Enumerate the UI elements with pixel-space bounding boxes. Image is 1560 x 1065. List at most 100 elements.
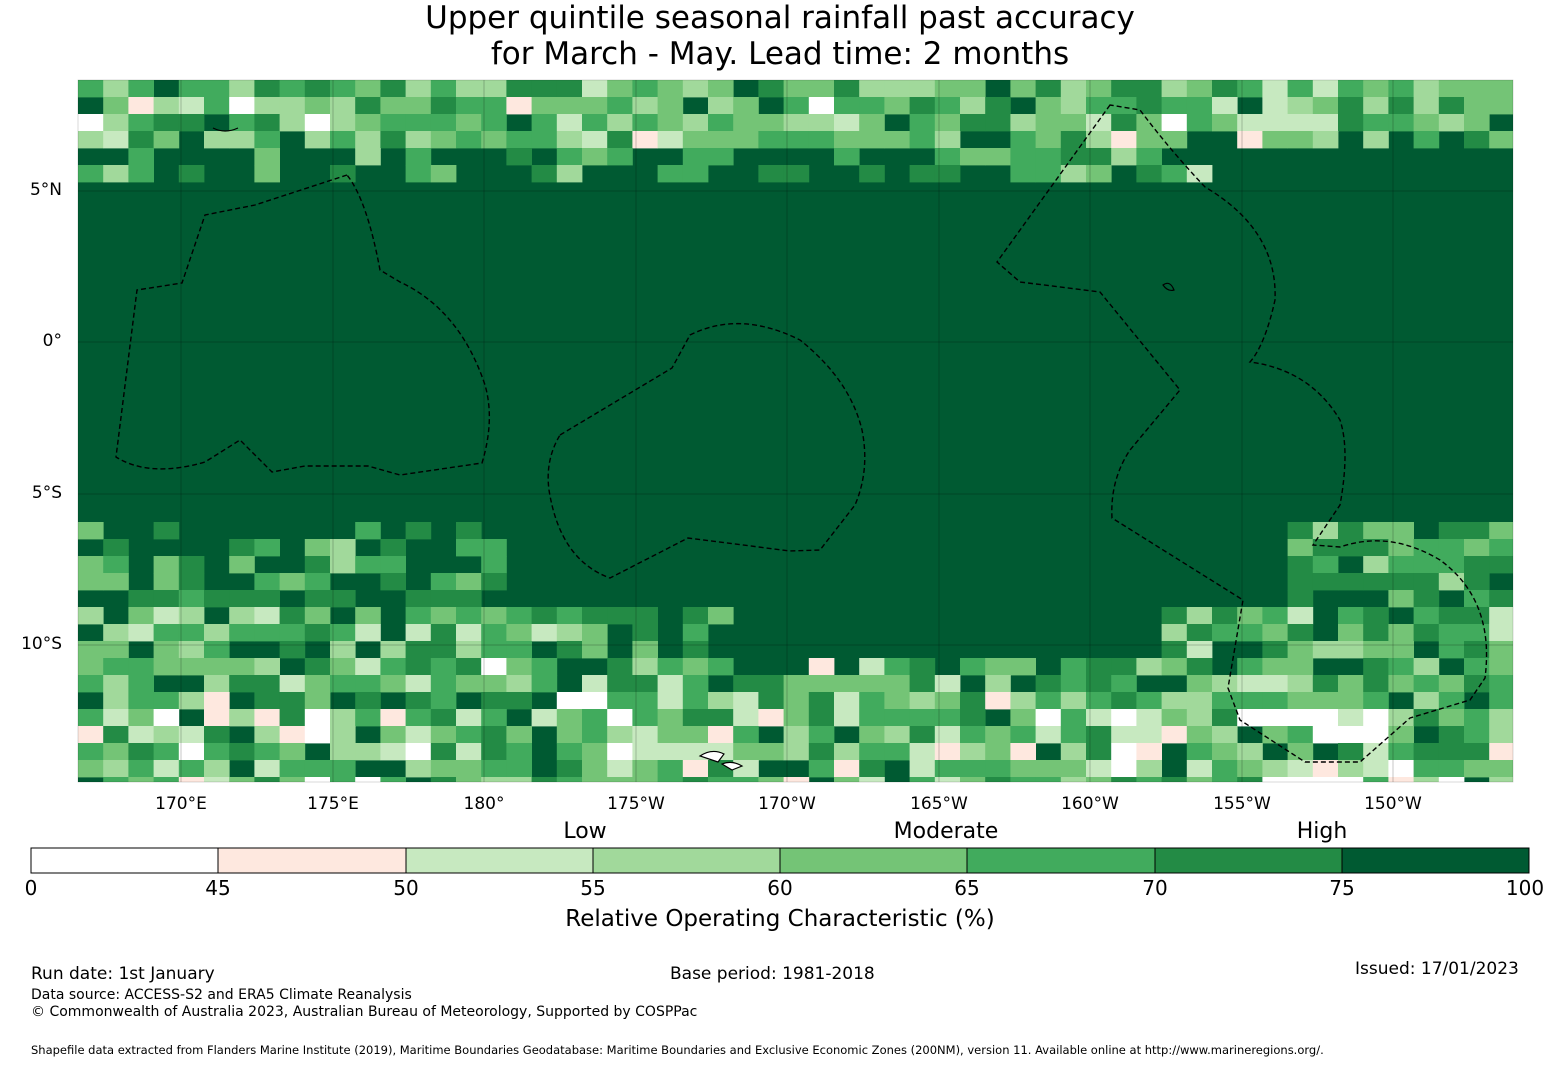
grid-cell	[204, 760, 230, 778]
grid-cell	[78, 743, 104, 761]
grid-cell	[758, 114, 784, 132]
grid-cell	[1237, 675, 1263, 693]
grid-cell	[632, 114, 658, 132]
grid-cell	[934, 114, 961, 132]
grid-cell	[103, 165, 129, 183]
grid-cell	[456, 726, 482, 744]
grid-cell	[355, 658, 381, 676]
grid-cell	[204, 777, 230, 782]
grid-cell	[1413, 539, 1440, 557]
grid-cell	[380, 675, 406, 693]
grid-cell	[204, 692, 230, 710]
grid-cell	[632, 97, 658, 115]
grid-cell	[78, 556, 104, 574]
grid-cell	[960, 692, 986, 710]
grid-cell	[103, 743, 129, 761]
grid-cell	[78, 675, 104, 693]
grid-cell	[1489, 658, 1513, 676]
grid-cell	[960, 743, 986, 761]
grid-cell	[1186, 97, 1213, 115]
grid-cell	[1212, 760, 1238, 778]
grid-cell	[1312, 709, 1339, 727]
grid-cell	[304, 539, 331, 557]
grid-cell	[733, 692, 759, 710]
grid-cell	[254, 777, 280, 782]
grid-cell	[657, 743, 684, 761]
grid-cell	[1413, 658, 1440, 676]
grid-cell	[1161, 624, 1188, 642]
grid-cell	[430, 114, 457, 132]
grid-cell	[682, 114, 709, 132]
grid-cell	[1464, 590, 1490, 608]
grid-cell	[1186, 80, 1213, 98]
grid-cell	[859, 658, 885, 676]
grid-cell	[985, 97, 1011, 115]
grid-cell	[1438, 692, 1465, 710]
grid-cell	[682, 131, 709, 149]
colorbar-tick-50: 50	[393, 876, 419, 900]
grid-cell	[481, 726, 507, 744]
grid-cell	[934, 760, 961, 778]
grid-cell	[1010, 692, 1036, 710]
grid-cell	[909, 726, 936, 744]
colorbar-tick-60: 60	[767, 876, 793, 900]
grid-cell	[1363, 726, 1389, 744]
grid-cell	[1363, 709, 1389, 727]
grid-cell	[1464, 743, 1490, 761]
grid-cell	[758, 131, 784, 149]
grid-cell	[909, 743, 936, 761]
grid-cell	[103, 556, 129, 574]
grid-cell	[481, 658, 507, 676]
grid-cell	[355, 692, 381, 710]
grid-cell	[657, 658, 684, 676]
grid-cell	[279, 675, 306, 693]
grid-cell	[708, 131, 734, 149]
grid-cell	[1060, 80, 1087, 98]
lon-label-150w: 150°W	[1364, 794, 1422, 814]
grid-cell	[304, 556, 331, 574]
grid-cell	[103, 777, 129, 782]
grid-cell	[128, 114, 154, 132]
grid-cell	[481, 709, 507, 727]
grid-cell	[430, 131, 457, 149]
grid-cell	[1086, 709, 1112, 727]
grid-cell	[1363, 743, 1389, 761]
grid-cell	[78, 165, 104, 183]
grid-cell	[632, 777, 658, 782]
grid-cell	[1010, 80, 1036, 98]
issued-date: Issued: 17/01/2023	[1355, 959, 1519, 979]
grid-cell	[556, 760, 583, 778]
grid-cell	[960, 80, 986, 98]
grid-cell	[733, 760, 759, 778]
grid-cell	[1287, 114, 1314, 132]
grid-cell	[1464, 131, 1490, 149]
grid-cell	[254, 658, 280, 676]
lat-label-0: 0°	[42, 331, 62, 351]
grid-cell	[1186, 726, 1213, 744]
grid-cell	[506, 726, 532, 744]
grid-cell	[960, 148, 986, 166]
grid-cell	[1312, 97, 1339, 115]
grid-cell	[708, 777, 734, 782]
grid-cell	[1438, 726, 1465, 744]
grid-cell	[1186, 692, 1213, 710]
grid-cell	[405, 165, 432, 183]
grid-cell	[229, 607, 255, 625]
grid-cell	[582, 97, 608, 115]
grid-cell	[229, 80, 255, 98]
grid-cell	[1237, 624, 1263, 642]
grid-cell	[934, 97, 961, 115]
grid-cell	[506, 607, 532, 625]
grid-cell	[330, 131, 356, 149]
grid-cell	[1060, 658, 1087, 676]
grid-cell	[304, 692, 331, 710]
grid-cell	[1338, 607, 1364, 625]
grid-cell	[708, 97, 734, 115]
grid-cell	[1489, 556, 1513, 574]
grid-cell	[254, 590, 280, 608]
grid-cell	[1262, 607, 1288, 625]
grid-cell	[279, 114, 306, 132]
grid-cell	[1312, 675, 1339, 693]
grid-cell	[380, 726, 406, 744]
grid-cell	[405, 709, 432, 727]
